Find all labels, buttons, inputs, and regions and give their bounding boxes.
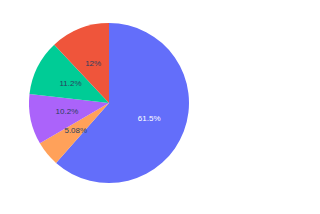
svg-text:61.5%: 61.5% (138, 114, 161, 123)
svg-text:12%: 12% (85, 59, 101, 68)
svg-text:5.08%: 5.08% (64, 126, 87, 135)
svg-text:10.2%: 10.2% (56, 107, 79, 116)
svg-text:11.2%: 11.2% (60, 79, 82, 88)
